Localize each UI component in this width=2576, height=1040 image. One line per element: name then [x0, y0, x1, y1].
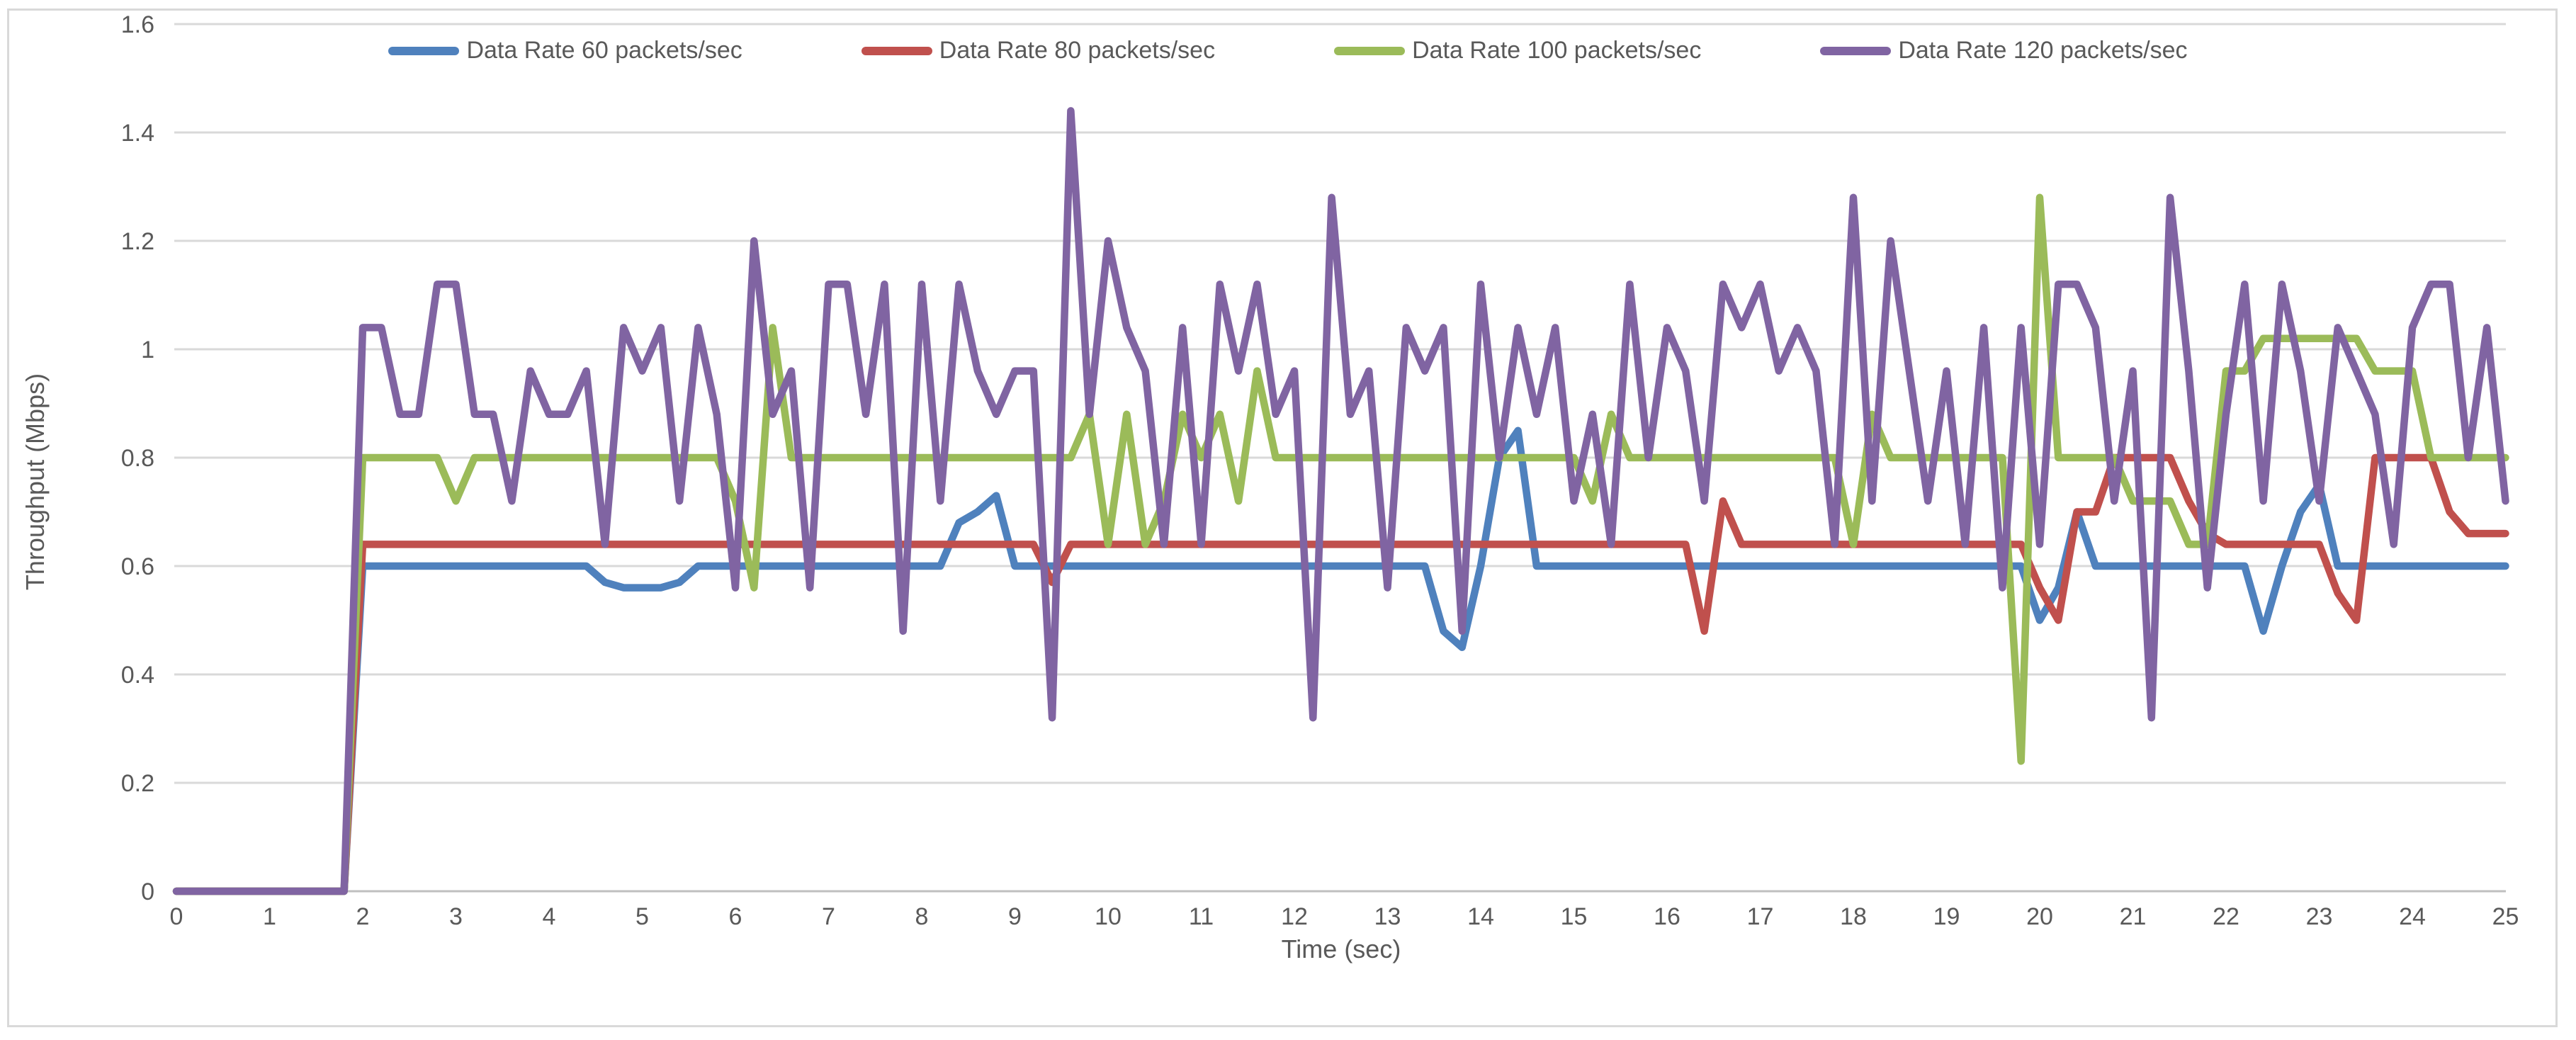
- legend-label-100: Data Rate 100 packets/sec: [1412, 37, 1702, 64]
- x-tick-label-8: 8: [915, 903, 929, 930]
- y-tick-label-0.4: 0.4: [121, 662, 154, 689]
- x-tick-label-6: 6: [729, 903, 742, 930]
- y-axis-title: Throughput (Mbps): [21, 373, 50, 590]
- x-tick-label-4: 4: [543, 903, 556, 930]
- y-tick-label-0.6: 0.6: [121, 553, 154, 580]
- y-tick-label-1.2: 1.2: [121, 228, 154, 255]
- x-tick-label-21: 21: [2120, 903, 2147, 930]
- y-tick-label-0.2: 0.2: [121, 770, 154, 797]
- x-tick-label-3: 3: [449, 903, 463, 930]
- series-line-4: [172, 107, 2509, 895]
- x-tick-label-23: 23: [2306, 903, 2333, 930]
- x-axis-title: Time (sec): [1282, 934, 1401, 963]
- legend-item-60: Data Rate 60 packets/sec: [388, 37, 742, 64]
- legend-swatch-120: [1820, 46, 1892, 55]
- legend-swatch-100: [1334, 46, 1406, 55]
- x-tick-label-14: 14: [1467, 903, 1494, 930]
- x-tick-label-0: 0: [170, 903, 183, 930]
- x-tick-label-1: 1: [263, 903, 276, 930]
- x-tick-label-5: 5: [635, 903, 649, 930]
- legend-label-80: Data Rate 80 packets/sec: [939, 37, 1216, 64]
- x-tick-label-10: 10: [1095, 903, 1122, 930]
- x-tick-label-22: 22: [2213, 903, 2239, 930]
- x-tick-label-20: 20: [2026, 903, 2053, 930]
- y-tick-label-1.6: 1.6: [121, 11, 154, 38]
- legend-item-100: Data Rate 100 packets/sec: [1334, 37, 1701, 64]
- x-tick-label-12: 12: [1281, 903, 1308, 930]
- x-tick-label-25: 25: [2492, 903, 2519, 930]
- y-tick-label-0: 0: [141, 878, 154, 905]
- chart-frame: [7, 9, 2558, 1027]
- y-tick-label-1.4: 1.4: [121, 120, 154, 147]
- series-line-1: [172, 426, 2509, 895]
- legend-item-120: Data Rate 120 packets/sec: [1820, 37, 2188, 64]
- legend-label-120: Data Rate 120 packets/sec: [1898, 37, 2188, 64]
- plot-generated-layer: 00.20.40.60.811.21.41.60 1 2 3 4 5 6 7 8 9 10 11 12 1…: [121, 11, 2519, 930]
- x-tick-label-19: 19: [1933, 903, 1960, 930]
- x-tick-label-16: 16: [1654, 903, 1680, 930]
- x-tick-label-24: 24: [2399, 903, 2426, 930]
- legend-swatch-80: [861, 46, 932, 55]
- y-tick-label-1: 1: [141, 337, 154, 363]
- x-tick-label-18: 18: [1840, 903, 1867, 930]
- x-tick-label-17: 17: [1747, 903, 1774, 930]
- x-tick-label-2: 2: [356, 903, 370, 930]
- x-tick-label-15: 15: [1561, 903, 1588, 930]
- x-tick-label-11: 11: [1189, 903, 1214, 930]
- legend-swatch-60: [388, 46, 460, 55]
- x-tick-label-9: 9: [1008, 903, 1022, 930]
- legend-label-60: Data Rate 60 packets/sec: [466, 37, 742, 64]
- chart-legend: Data Rate 60 packets/sec Data Rate 80 pa…: [0, 37, 2576, 64]
- y-tick-label-0.8: 0.8: [121, 445, 154, 472]
- x-tick-label-7: 7: [822, 903, 835, 930]
- x-tick-label-13: 13: [1374, 903, 1401, 930]
- legend-item-80: Data Rate 80 packets/sec: [861, 37, 1216, 64]
